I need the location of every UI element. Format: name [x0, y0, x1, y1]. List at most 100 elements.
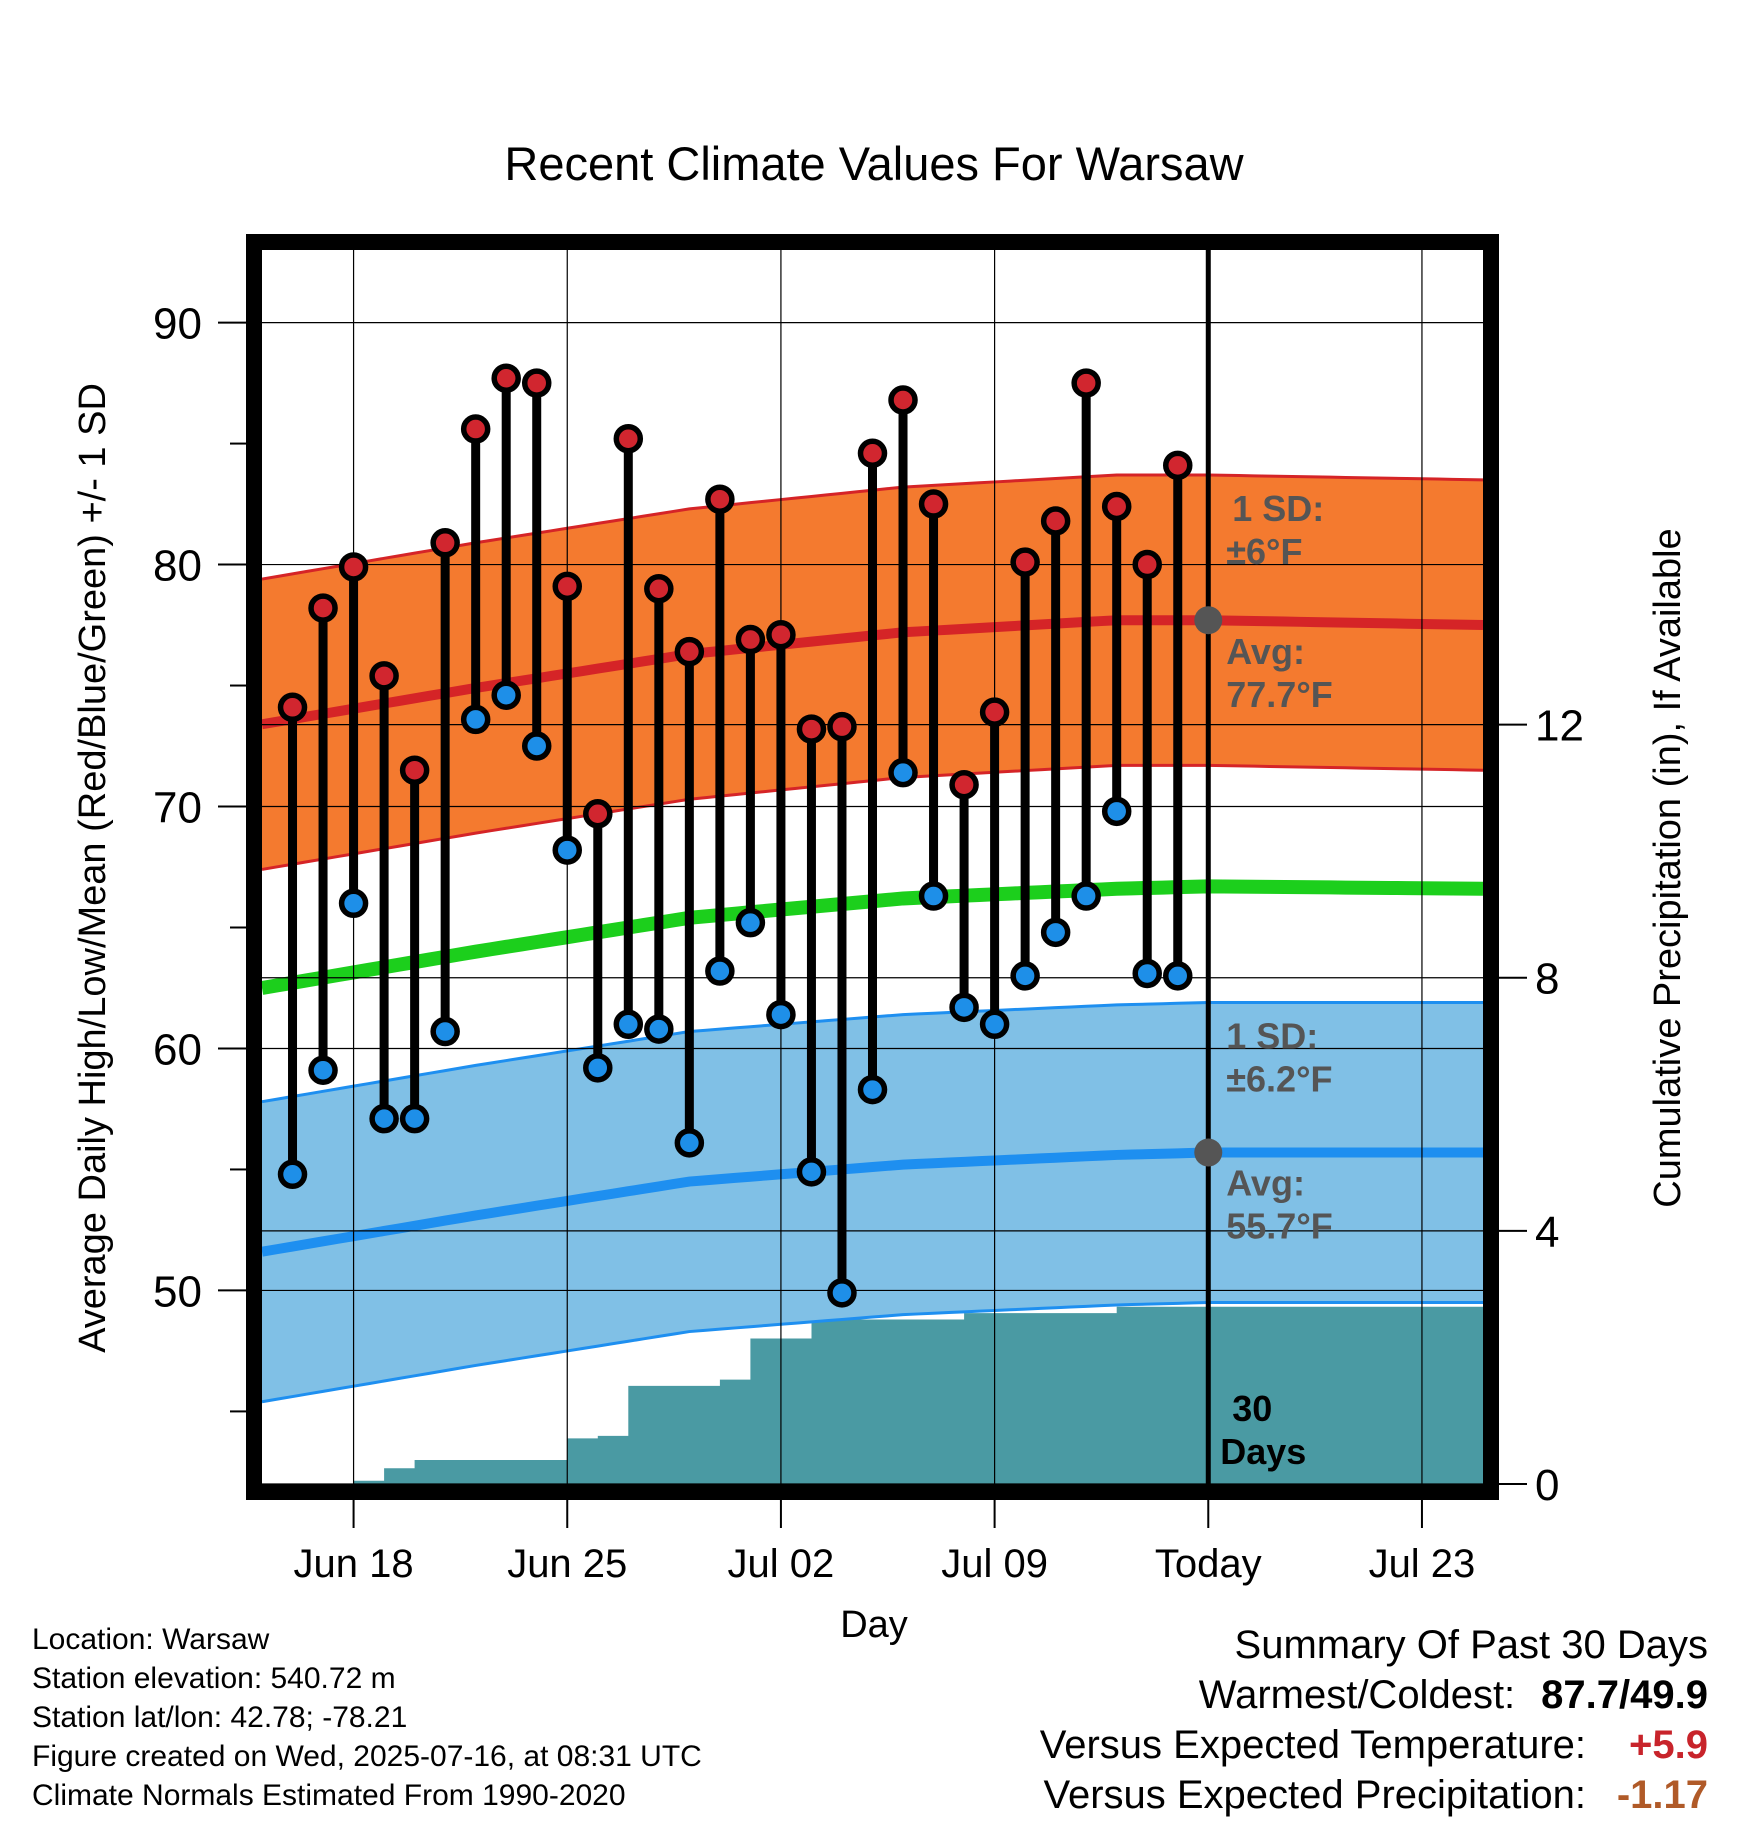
daily-high-point: [796, 714, 827, 744]
extremes-value: 87.7/49.9: [1541, 1673, 1708, 1717]
daily-low-point: [644, 1014, 674, 1044]
daily-high-point: [308, 593, 338, 623]
y2-tick-label-2: 4: [1535, 1208, 1559, 1257]
summary-precip: Versus Expected Precipitation: -1.17: [1040, 1770, 1708, 1820]
chart-title: Recent Climate Values For Warsaw: [504, 137, 1244, 190]
daily-low-point: [460, 704, 491, 735]
x-tick-label-1: Jun 25: [507, 1542, 627, 1586]
precip-area: [323, 1306, 1484, 1484]
daily-high-point: [979, 697, 1010, 727]
daily-low-point: [1010, 961, 1040, 991]
x-axis-label: Day: [840, 1604, 908, 1646]
daily-low-point: [766, 999, 796, 1030]
station-elevation: Station elevation: 540.72 m: [32, 1662, 396, 1695]
daily-high-point: [277, 692, 308, 723]
station-info: Location: Warsaw Station elevation: 540.…: [32, 1620, 702, 1815]
daily-high-point: [369, 661, 399, 691]
normal-low-band-lower-edge: [261, 1301, 1483, 1404]
summary-heading: Summary Of Past 30 Days: [1234, 1623, 1708, 1667]
temp-value: +5.9: [1629, 1723, 1708, 1767]
daily-high-point: [888, 385, 918, 415]
daily-low-point: [399, 1103, 430, 1134]
daily-low-point: [1071, 881, 1101, 911]
high-sd-label: 1 SD:: [1232, 488, 1324, 529]
extremes-label: Warmest/Coldest:: [1198, 1673, 1516, 1717]
daily-low-point: [583, 1053, 613, 1083]
y-tick-label-4: 50: [153, 1267, 202, 1316]
x-tick-label-0: Jun 18: [294, 1542, 414, 1586]
daily-low-point: [369, 1103, 399, 1134]
daily-high-point: [613, 423, 644, 454]
high-sd-value: ±6°F: [1226, 531, 1302, 572]
today-high-avg-dot: [1194, 606, 1223, 635]
y-tick-label-0: 90: [153, 300, 202, 349]
daily-high-point: [705, 484, 735, 514]
daily-low-point: [827, 1278, 857, 1308]
y2-axis-label: Cumulative Precipitation (in), If Availa…: [1647, 528, 1689, 1207]
low-avg-label: Avg:: [1226, 1163, 1305, 1204]
daily-low-point: [888, 757, 918, 788]
station-latlon: Station lat/lon: 42.78; -78.21: [32, 1701, 408, 1734]
daily-high-point: [552, 571, 582, 602]
x-tick-label-4: Today: [1155, 1542, 1262, 1586]
x-tick-label-5: Jul 23: [1369, 1542, 1476, 1586]
daily-high-point: [766, 619, 796, 650]
y-tick-label-1: 80: [153, 542, 202, 591]
daily-low-point: [979, 1009, 1010, 1040]
precip-value: -1.17: [1616, 1773, 1708, 1817]
x-tick-label-3: Jul 09: [941, 1542, 1048, 1586]
daily-low-point: [735, 907, 766, 938]
daily-high-point: [1071, 368, 1101, 398]
y2-tick-label-1: 8: [1535, 955, 1559, 1004]
daily-high-point: [1132, 549, 1162, 580]
y2-tick-label-0: 12: [1535, 702, 1584, 751]
daily-high-point: [1101, 491, 1132, 522]
daily-low-point: [857, 1074, 888, 1105]
high-avg-label: Avg:: [1226, 631, 1305, 672]
daily-high-point: [857, 438, 888, 468]
daily-high-point: [1040, 506, 1071, 536]
daily-high-point: [674, 636, 705, 667]
daily-low-point: [308, 1055, 338, 1085]
low-sd-label: 1 SD:: [1226, 1015, 1318, 1056]
daily-low-point: [1163, 961, 1193, 991]
daily-low-point: [674, 1128, 705, 1158]
summary-temp: Versus Expected Temperature: +5.9: [1040, 1720, 1708, 1770]
daily-high-point: [735, 624, 766, 655]
days-count-label: 30: [1232, 1388, 1272, 1429]
daily-low-point: [521, 731, 552, 761]
summary-panel: Summary Of Past 30 Days Warmest/Coldest:…: [1040, 1620, 1708, 1820]
station-location: Location: Warsaw: [32, 1623, 270, 1656]
daily-low-point: [1101, 796, 1132, 827]
y2-tick-label-3: 0: [1535, 1461, 1559, 1510]
daily-high-point: [338, 552, 369, 582]
daily-high-point: [399, 755, 430, 785]
daily-low-point: [949, 992, 979, 1023]
daily-low-point: [430, 1016, 460, 1047]
daily-low-point: [918, 881, 949, 911]
today-low-avg-dot: [1194, 1138, 1223, 1167]
daily-high-point: [460, 414, 491, 444]
climate-normals: Climate Normals Estimated From 1990-2020: [32, 1779, 626, 1812]
low-sd-value: ±6.2°F: [1226, 1058, 1332, 1099]
daily-high-point: [430, 528, 460, 558]
y-tick-label-3: 60: [153, 1025, 202, 1074]
y-axis-label: Average Daily High/Low/Mean (Red/Blue/Gr…: [72, 383, 114, 1353]
x-tick-label-2: Jul 02: [728, 1542, 835, 1586]
daily-high-point: [1010, 547, 1040, 577]
daily-low-point: [1132, 958, 1162, 989]
daily-high-point: [918, 489, 949, 519]
daily-low-point: [613, 1009, 644, 1040]
summary-extremes: Warmest/Coldest: 87.7/49.9: [1040, 1670, 1708, 1720]
daily-low-point: [277, 1159, 308, 1190]
figure-created: Figure created on Wed, 2025-07-16, at 08…: [32, 1740, 702, 1773]
daily-low-point: [796, 1157, 827, 1187]
temp-label: Versus Expected Temperature:: [1039, 1723, 1586, 1767]
daily-high-point: [644, 573, 674, 604]
y-tick-label-2: 70: [153, 784, 202, 833]
precip-label: Versus Expected Precipitation:: [1043, 1773, 1586, 1817]
high-avg-value: 77.7°F: [1226, 674, 1332, 715]
daily-low-point: [1040, 917, 1071, 948]
daily-low-point: [338, 888, 369, 919]
